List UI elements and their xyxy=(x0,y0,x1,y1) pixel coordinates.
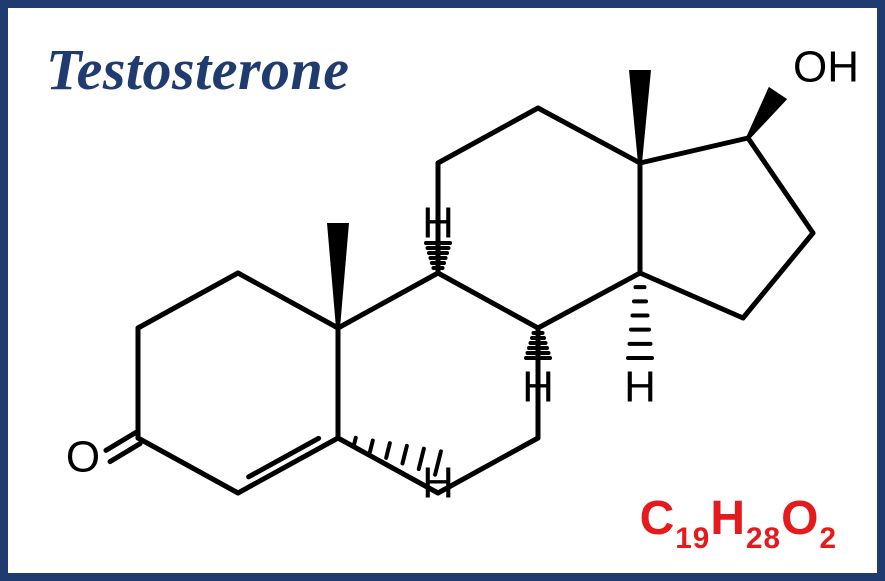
atom-H2: H xyxy=(522,363,554,412)
atom-H3: H xyxy=(624,363,656,412)
structure-svg: O OH H H H H xyxy=(8,8,877,573)
atom-H1: H xyxy=(422,199,454,248)
atom-OH: OH xyxy=(793,43,859,92)
atom-label-layer: O OH H H H H xyxy=(66,43,859,508)
atom-O-ketone: O xyxy=(66,433,100,482)
wedge-layer xyxy=(327,70,787,475)
diagram-frame: Testosterone C19H28O2 OOHHHHH xyxy=(0,0,885,581)
bond-layer xyxy=(106,108,813,493)
atom-H4: H xyxy=(422,459,454,508)
